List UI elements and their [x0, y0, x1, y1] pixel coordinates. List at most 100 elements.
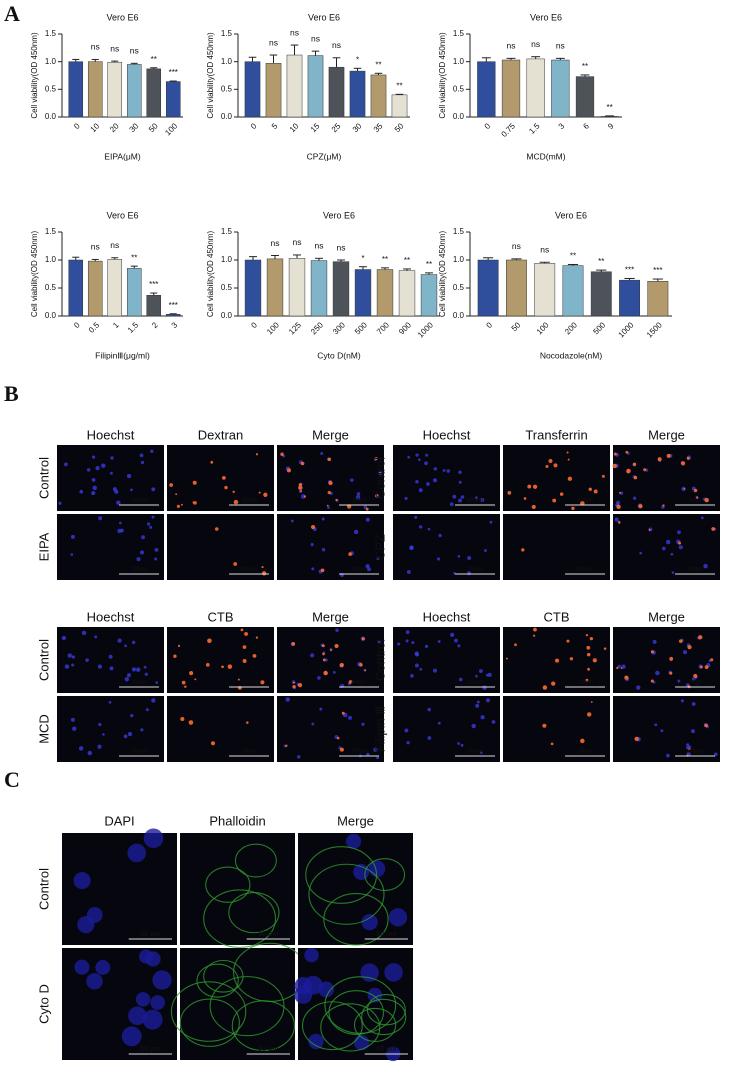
signal — [378, 472, 381, 475]
nucleus — [130, 713, 134, 718]
signal — [310, 524, 316, 530]
signal — [554, 658, 560, 663]
nucleus — [363, 505, 368, 510]
y-tick-label: 1.0 — [45, 255, 57, 264]
panel-letter: A — [4, 1, 20, 26]
column-label: Dextran — [198, 427, 244, 442]
actin — [228, 891, 280, 934]
significance-label: ns — [271, 238, 280, 248]
signal — [586, 652, 591, 657]
micrograph — [298, 833, 413, 945]
signal — [569, 657, 574, 661]
nucleus — [418, 488, 423, 493]
bar — [146, 68, 162, 118]
bar — [244, 259, 262, 317]
micrograph-content — [507, 451, 605, 511]
significance-label: *** — [149, 280, 158, 289]
micrograph-content — [505, 627, 607, 690]
actin — [328, 990, 384, 1035]
signal — [686, 456, 690, 460]
signal — [173, 654, 177, 658]
nucleus — [119, 521, 122, 525]
nucleus — [677, 679, 681, 683]
nucleus — [475, 496, 478, 500]
nucleus — [70, 534, 75, 539]
signal — [633, 475, 638, 480]
nucleus — [108, 654, 113, 659]
signal — [612, 463, 617, 469]
micrograph — [277, 445, 384, 511]
nucleus — [311, 722, 315, 726]
y-tick-label: 0.0 — [45, 112, 57, 121]
signal — [176, 504, 180, 508]
nucleus — [476, 700, 480, 704]
nucleus — [144, 672, 148, 676]
signal — [233, 562, 238, 566]
scale-label: 200μm — [241, 679, 257, 685]
significance-label: ** — [404, 256, 410, 265]
signal — [693, 488, 698, 493]
micrograph-content — [404, 698, 496, 755]
signal — [678, 639, 683, 643]
x-tick-label: 3 — [170, 320, 180, 330]
micrograph-content — [70, 698, 156, 756]
nucleus — [97, 664, 103, 669]
signal — [669, 656, 674, 661]
significance-label: *** — [625, 266, 634, 275]
bar — [477, 259, 499, 317]
x-tick-label: 0 — [72, 320, 82, 330]
signal — [625, 450, 629, 454]
signal — [339, 747, 344, 752]
signal — [505, 657, 508, 660]
micrograph — [167, 514, 274, 580]
x-tick-label: 300 — [331, 320, 347, 336]
nucleus — [321, 517, 325, 521]
y-tick-label: 0.5 — [45, 84, 57, 93]
signal — [180, 503, 183, 506]
scale-label: 200μm — [241, 566, 257, 572]
nucleus — [437, 721, 441, 725]
signal — [710, 658, 714, 662]
signal — [588, 487, 592, 491]
signal — [632, 462, 637, 466]
signal — [601, 474, 605, 478]
signal — [252, 653, 257, 658]
chart-title: Vero E6 — [308, 12, 340, 22]
nucleus — [70, 553, 74, 556]
signal — [507, 491, 512, 495]
micrograph-content — [290, 517, 380, 577]
nucleus — [77, 916, 95, 934]
bar — [619, 279, 641, 317]
signal — [341, 711, 345, 715]
nucleus — [101, 463, 106, 468]
nucleus — [141, 535, 146, 540]
nucleus — [355, 495, 361, 500]
signal — [523, 497, 527, 500]
scale-label: 50 μm — [376, 931, 396, 938]
chart-title: Vero E6 — [106, 12, 138, 22]
signal — [618, 491, 621, 494]
nucleus — [419, 667, 423, 671]
signal — [184, 685, 187, 688]
nucleus — [150, 995, 166, 1010]
nucleus — [397, 642, 401, 646]
actin — [308, 863, 385, 925]
bar — [477, 61, 496, 118]
nucleus — [665, 539, 671, 545]
column-label: DAPI — [104, 813, 134, 828]
bar — [370, 74, 387, 118]
signal — [192, 480, 197, 485]
signal — [683, 487, 686, 490]
nucleus — [484, 549, 487, 553]
nucleus — [346, 833, 362, 849]
bar — [310, 260, 328, 317]
row-label: Control — [36, 639, 51, 681]
signal — [328, 480, 333, 486]
signal — [320, 568, 325, 573]
nucleus — [124, 644, 127, 648]
signal — [704, 497, 709, 503]
nucleus — [415, 479, 419, 484]
signal — [339, 662, 344, 668]
x-tick-label: 0 — [249, 320, 259, 330]
